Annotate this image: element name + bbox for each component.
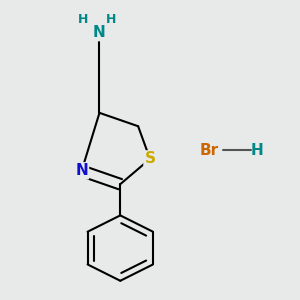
Text: S: S	[145, 152, 155, 166]
Text: N: N	[93, 25, 106, 40]
Text: H: H	[250, 142, 263, 158]
Text: Br: Br	[200, 142, 219, 158]
Text: H: H	[106, 13, 116, 26]
Text: H: H	[78, 13, 88, 26]
Text: N: N	[75, 163, 88, 178]
